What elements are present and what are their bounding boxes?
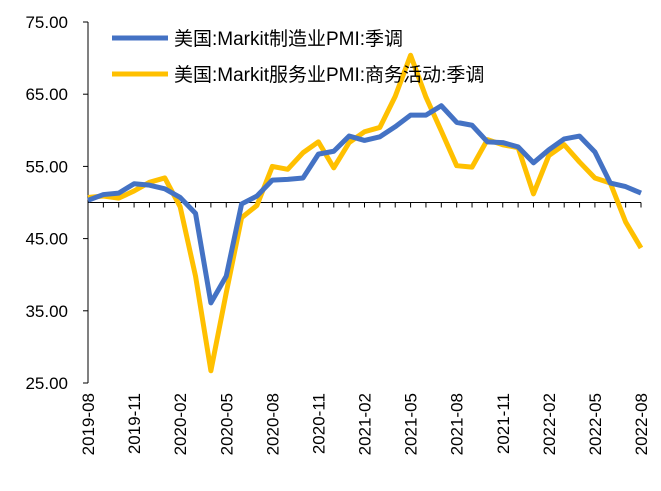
y-tick-label: 75.00 — [25, 13, 68, 32]
x-tick-label: 2021-11 — [494, 393, 513, 454]
x-tick-label: 2021-05 — [402, 393, 421, 455]
x-tick-label: 2020-02 — [171, 393, 190, 455]
x-tick-label: 2019-08 — [79, 393, 98, 455]
y-tick-label: 25.00 — [25, 374, 68, 393]
x-tick-label: 2021-08 — [448, 393, 467, 455]
legend-label: 美国:Markit服务业PMI:商务活动:季调 — [174, 64, 484, 86]
series-line — [87, 52, 644, 374]
legend-label: 美国:Markit制造业PMI:季调 — [174, 28, 403, 50]
x-tick-label: 2020-11 — [309, 393, 328, 454]
y-tick-label: 35.00 — [25, 302, 68, 321]
x-tick-label: 2020-08 — [263, 393, 282, 455]
series-line — [87, 103, 642, 306]
x-tick-label: 2022-02 — [540, 393, 559, 455]
x-tick-label: 2022-08 — [632, 393, 651, 455]
x-tick-label: 2022-05 — [586, 393, 605, 455]
y-tick-label: 45.00 — [25, 230, 68, 249]
x-tick-label: 2021-02 — [356, 393, 375, 455]
x-tick-label: 2019-11 — [125, 393, 144, 454]
y-tick-label: 65.00 — [25, 85, 68, 104]
x-tick-label: 2020-05 — [217, 393, 236, 455]
y-tick-label: 55.00 — [25, 157, 68, 176]
